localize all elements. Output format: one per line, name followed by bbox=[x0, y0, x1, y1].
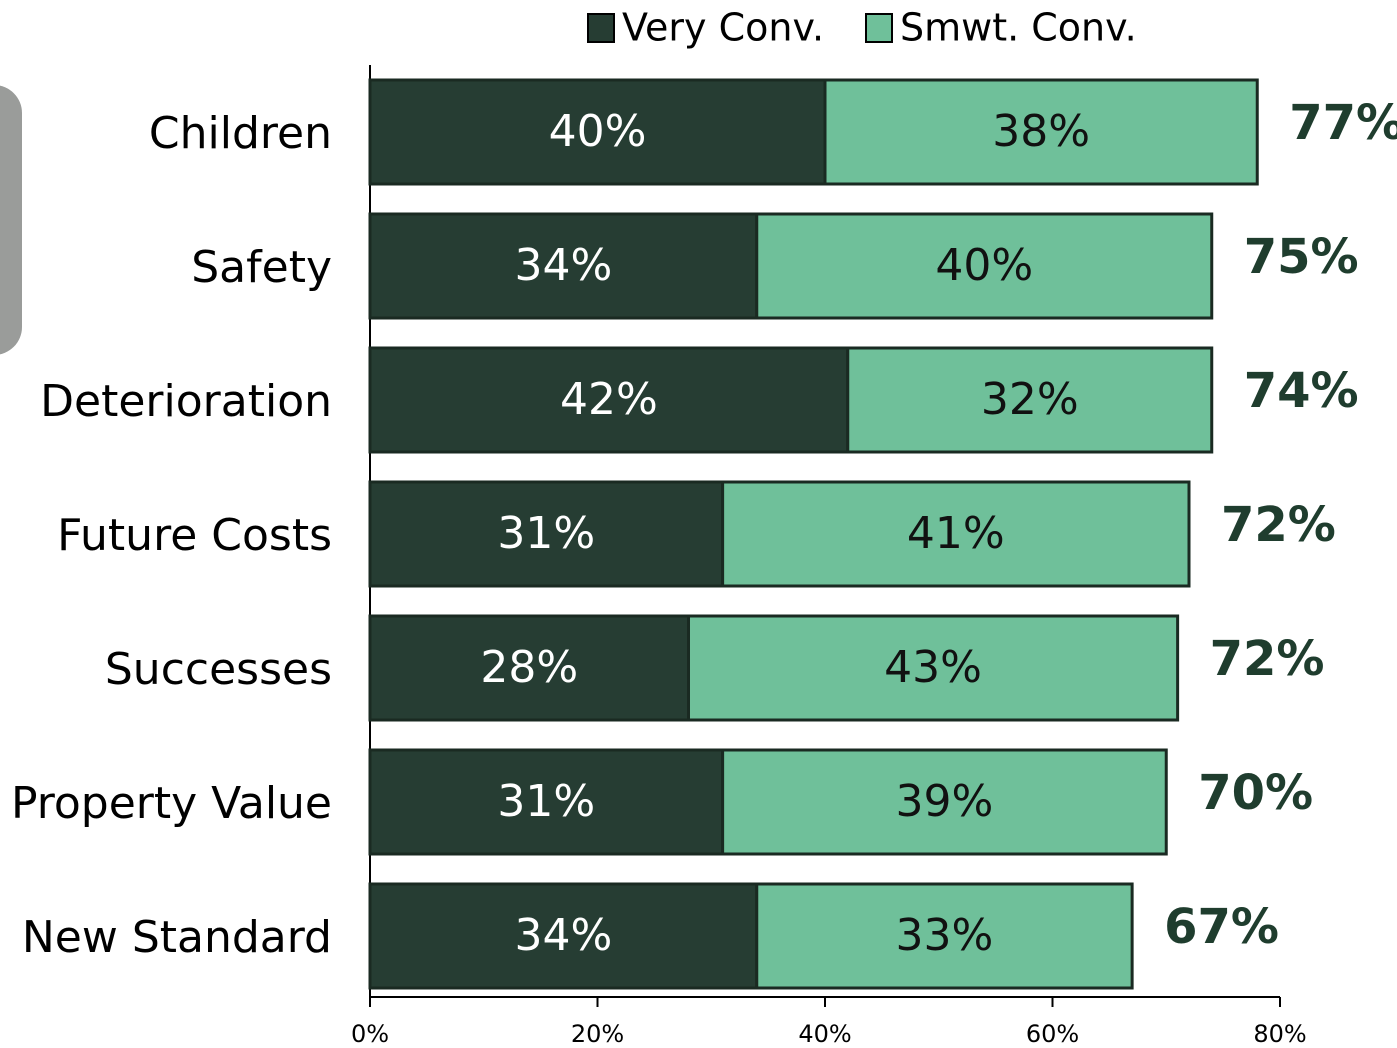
data-label: 34% bbox=[514, 910, 612, 961]
x-tick-label: 20% bbox=[571, 1020, 624, 1048]
total-label: 72% bbox=[1221, 497, 1336, 553]
total-label: 77% bbox=[1289, 95, 1397, 151]
x-tick-label: 60% bbox=[1026, 1020, 1079, 1048]
y-tick-label: Property Value bbox=[11, 778, 332, 829]
bar-segment bbox=[823, 78, 1259, 186]
legend-swatch bbox=[587, 13, 615, 43]
y-tick-label: Future Costs bbox=[57, 510, 332, 561]
total-label: 75% bbox=[1244, 229, 1359, 285]
data-label: 28% bbox=[480, 642, 578, 693]
legend-swatch bbox=[865, 13, 893, 43]
bar-segment bbox=[368, 78, 827, 186]
x-tick-label: 0% bbox=[351, 1020, 389, 1048]
bar-segment bbox=[368, 346, 850, 454]
photo-fragment bbox=[0, 85, 22, 355]
bar-segment bbox=[368, 748, 725, 856]
bar-segment bbox=[755, 882, 1134, 990]
bar-segment bbox=[368, 212, 759, 320]
total-label: 72% bbox=[1210, 631, 1325, 687]
data-label: 31% bbox=[497, 508, 595, 559]
bar-segment bbox=[368, 882, 759, 990]
x-tick-label: 40% bbox=[798, 1020, 851, 1048]
data-label: 39% bbox=[896, 776, 994, 827]
bar-segment bbox=[368, 614, 690, 722]
y-tick-label: Successes bbox=[105, 644, 332, 695]
data-label: 43% bbox=[884, 642, 982, 693]
legend-label: Very Conv. bbox=[622, 6, 824, 50]
y-tick-label: Deterioration bbox=[40, 376, 332, 427]
data-label: 32% bbox=[981, 374, 1079, 425]
bar-segment bbox=[687, 614, 1180, 722]
data-label: 33% bbox=[896, 910, 994, 961]
data-label: 42% bbox=[560, 374, 658, 425]
legend-label: Smwt. Conv. bbox=[900, 6, 1137, 50]
data-label: 38% bbox=[992, 106, 1090, 157]
bar-segment bbox=[721, 480, 1191, 588]
total-label: 70% bbox=[1198, 765, 1313, 821]
total-label: 74% bbox=[1244, 363, 1359, 419]
data-label: 40% bbox=[935, 240, 1033, 291]
y-tick-label: Safety bbox=[191, 242, 332, 293]
bar-segment bbox=[721, 748, 1168, 856]
x-tick-label: 80% bbox=[1253, 1020, 1306, 1048]
bar-segment bbox=[846, 346, 1214, 454]
data-label: 31% bbox=[497, 776, 595, 827]
data-label: 41% bbox=[907, 508, 1005, 559]
y-tick-label: Children bbox=[149, 108, 332, 159]
bar-segment bbox=[755, 212, 1214, 320]
data-label: 40% bbox=[549, 106, 647, 157]
y-tick-label: New Standard bbox=[22, 912, 332, 963]
data-label: 34% bbox=[514, 240, 612, 291]
total-label: 67% bbox=[1164, 899, 1279, 955]
